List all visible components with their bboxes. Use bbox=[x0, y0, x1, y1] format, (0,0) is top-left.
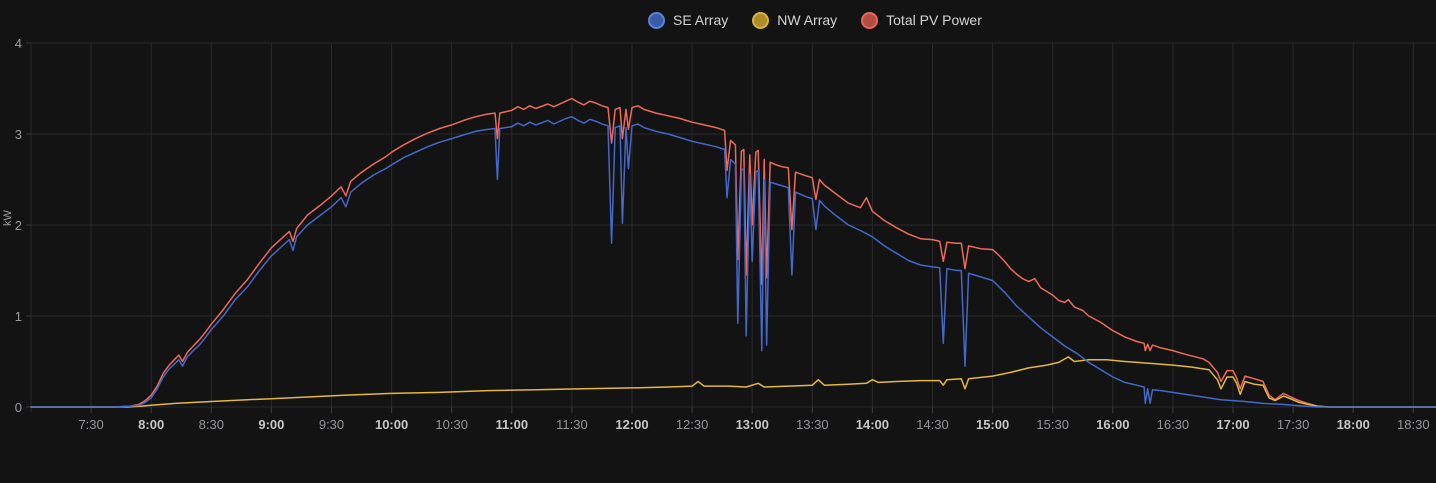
x-axis-label: 12:30 bbox=[676, 417, 709, 432]
chart-legend: SE Array NW Array Total PV Power bbox=[648, 10, 982, 31]
x-axis-label: 11:00 bbox=[496, 417, 529, 432]
series-line-nw-array bbox=[30, 356, 1436, 408]
y-axis-unit-label: kW bbox=[2, 210, 14, 226]
x-axis-label: 10:00 bbox=[375, 417, 408, 432]
x-axis-label: 9:30 bbox=[319, 417, 344, 432]
y-axis-label: 4 bbox=[15, 36, 22, 51]
x-axis-label: 10:30 bbox=[435, 417, 468, 432]
x-axis-label: 8:00 bbox=[138, 417, 164, 432]
x-axis-label: 7:30 bbox=[78, 417, 103, 432]
legend-label-nw-array[interactable]: NW Array bbox=[777, 12, 838, 28]
series-line-se-array bbox=[30, 115, 1436, 408]
y-axis-label: 2 bbox=[15, 218, 22, 233]
series-line-total-pv-power bbox=[30, 97, 1436, 408]
se-array-series-icon[interactable] bbox=[648, 12, 665, 29]
legend-item-nw-array[interactable]: NW Array bbox=[752, 10, 837, 31]
x-axis-label: 13:00 bbox=[736, 417, 769, 432]
x-axis-label: 18:30 bbox=[1397, 417, 1430, 432]
total-pv-power-series-icon[interactable] bbox=[861, 12, 879, 29]
legend-label-se-array[interactable]: SE Array bbox=[673, 12, 729, 28]
x-axis-label: 12:00 bbox=[615, 417, 648, 432]
x-axis-label: 16:30 bbox=[1157, 417, 1190, 432]
x-axis-label: 17:00 bbox=[1216, 417, 1249, 432]
legend-label-total-pv-power[interactable]: Total PV Power bbox=[886, 12, 982, 28]
x-axis-label: 9:00 bbox=[258, 417, 284, 432]
y-axis-label: 0 bbox=[15, 400, 22, 415]
x-axis-label: 8:30 bbox=[199, 417, 224, 432]
y-axis-label: 3 bbox=[15, 127, 22, 142]
x-axis-label: 18:00 bbox=[1337, 417, 1370, 432]
x-axis-label: 13:30 bbox=[796, 417, 829, 432]
x-axis-label: 14:30 bbox=[916, 417, 949, 432]
legend-item-se-array[interactable]: SE Array bbox=[648, 10, 728, 31]
x-axis-label: 17:30 bbox=[1277, 417, 1310, 432]
x-axis-label: 16:00 bbox=[1096, 417, 1129, 432]
x-axis-label: 15:30 bbox=[1036, 417, 1069, 432]
y-axis-label: 1 bbox=[15, 309, 22, 324]
x-axis-label: 14:00 bbox=[856, 417, 889, 432]
legend-item-total-pv-power[interactable]: Total PV Power bbox=[861, 10, 982, 31]
nw-array-series-icon[interactable] bbox=[752, 12, 770, 29]
x-axis-label: 11:30 bbox=[556, 417, 588, 432]
x-axis-label: 15:00 bbox=[976, 417, 1009, 432]
